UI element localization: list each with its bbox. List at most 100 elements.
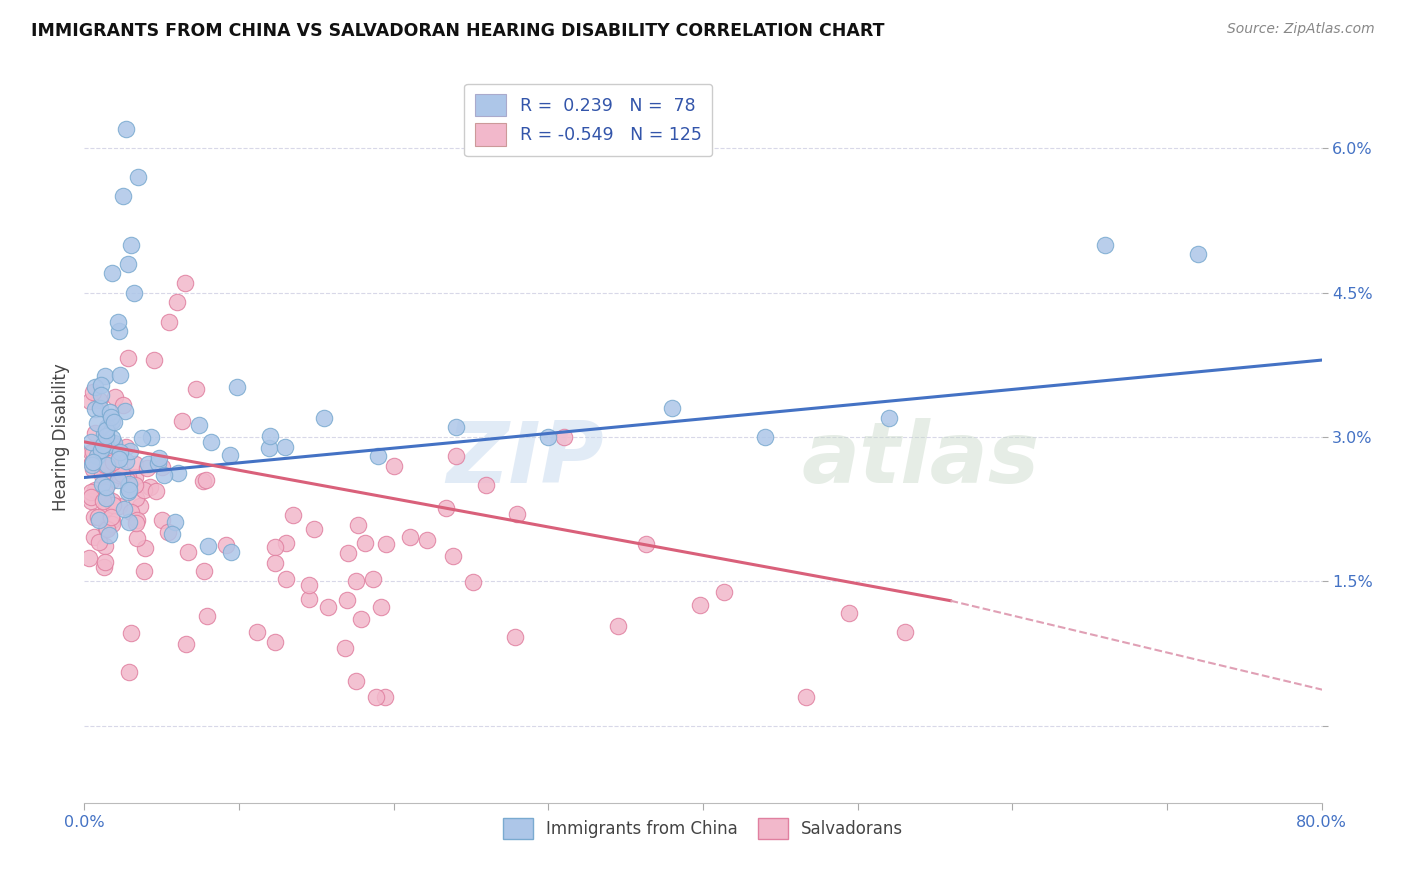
Point (166, 295, 188, 310)
Point (94, 521, 117, 535)
Point (347, 518, 370, 533)
Point (195, 609, 218, 624)
Point (219, 448, 242, 462)
Point (96, 429, 118, 443)
Point (93, 539, 115, 553)
Point (108, 324, 131, 338)
Point (108, 499, 131, 513)
Point (553, 430, 575, 444)
Point (108, 368, 131, 383)
Point (86, 416, 108, 430)
Point (90, 378, 112, 392)
Point (225, 380, 247, 394)
Point (125, 516, 148, 531)
Point (125, 531, 148, 545)
Point (107, 315, 129, 329)
Point (117, 470, 139, 484)
Point (96, 458, 118, 473)
Point (100, 510, 122, 524)
Point (80, 484, 103, 499)
Point (136, 457, 159, 471)
Point (82, 456, 104, 470)
Legend: Immigrants from China, Salvadorans: Immigrants from China, Salvadorans (496, 811, 910, 846)
Point (87, 509, 110, 524)
Point (120, 444, 142, 458)
Point (101, 514, 124, 528)
Point (195, 473, 218, 487)
Point (87, 393, 110, 408)
Point (188, 418, 211, 433)
Point (101, 267, 124, 281)
Point (118, 515, 141, 529)
Point (80, 444, 103, 458)
Point (246, 625, 269, 640)
Point (172, 414, 194, 428)
Point (108, 451, 131, 466)
Point (264, 556, 287, 570)
Point (316, 599, 339, 614)
Point (80, 494, 103, 508)
Point (127, 170, 149, 185)
Point (94, 485, 117, 500)
Point (96, 491, 118, 505)
Point (264, 540, 287, 554)
Point (77, 550, 100, 565)
Point (661, 401, 683, 416)
Point (132, 483, 155, 498)
Point (165, 515, 187, 529)
Point (124, 457, 146, 471)
Point (93, 369, 115, 384)
Point (125, 491, 148, 505)
Point (89, 534, 111, 549)
Point (197, 539, 219, 553)
Point (337, 546, 360, 560)
Point (167, 466, 190, 480)
Point (367, 450, 389, 464)
Point (689, 598, 711, 612)
Point (219, 544, 242, 558)
Point (127, 512, 149, 526)
Point (344, 674, 367, 689)
Point (159, 315, 180, 329)
Point (90, 388, 112, 402)
Point (370, 599, 392, 614)
Point (117, 485, 139, 500)
Point (794, 690, 817, 704)
Point (143, 353, 166, 368)
Point (200, 435, 222, 450)
Point (444, 420, 467, 434)
Point (441, 549, 464, 563)
Point (461, 574, 484, 589)
Point (153, 467, 176, 482)
Point (91, 494, 114, 508)
Point (838, 606, 860, 620)
Point (84, 483, 107, 497)
Point (434, 500, 457, 515)
Point (399, 530, 422, 544)
Point (274, 440, 297, 454)
Point (101, 493, 124, 508)
Text: IMMIGRANTS FROM CHINA VS SALVADORAN HEARING DISABILITY CORRELATION CHART: IMMIGRANTS FROM CHINA VS SALVADORAN HEAR… (31, 22, 884, 40)
Point (108, 444, 131, 458)
Point (877, 410, 900, 425)
Point (312, 410, 335, 425)
Point (131, 431, 153, 445)
Point (136, 460, 159, 475)
Point (115, 453, 138, 467)
Point (96, 522, 118, 536)
Point (298, 591, 321, 606)
Point (80, 458, 103, 473)
Point (607, 618, 630, 632)
Point (134, 541, 156, 556)
Point (112, 501, 135, 516)
Point (117, 478, 139, 492)
Point (82, 385, 104, 400)
Point (122, 285, 145, 300)
Point (100, 474, 122, 488)
Point (84, 401, 107, 416)
Point (82, 462, 104, 476)
Point (297, 578, 319, 592)
Point (174, 637, 197, 651)
Point (416, 533, 439, 547)
Point (148, 456, 170, 470)
